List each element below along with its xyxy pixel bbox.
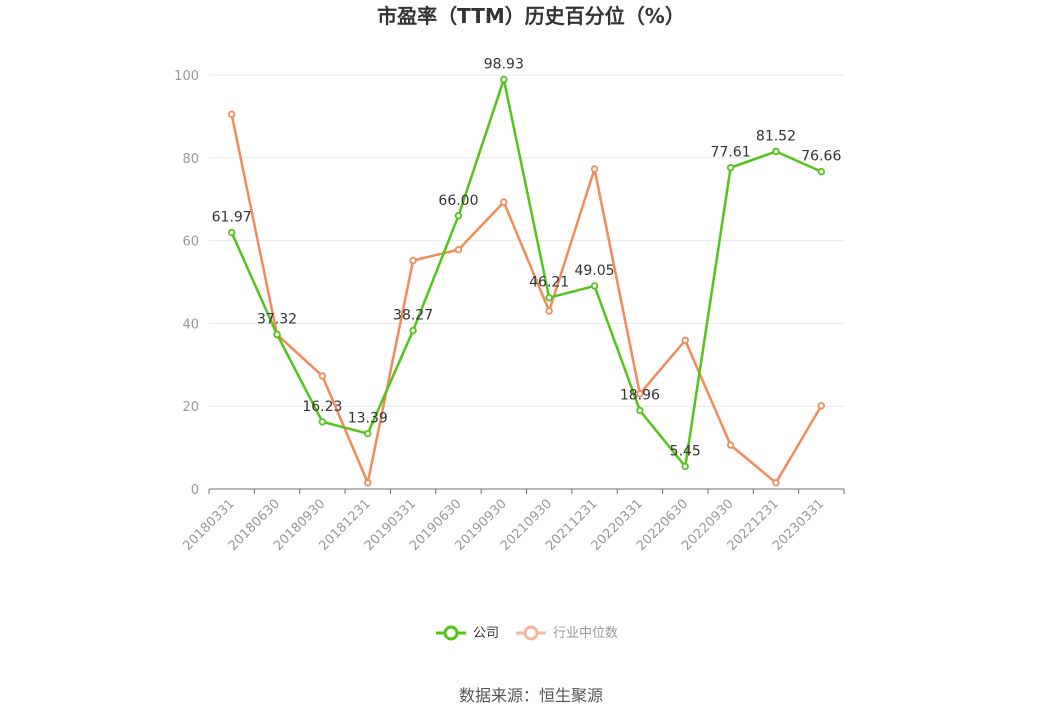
point-industry-median xyxy=(227,110,236,119)
data-labels: 61.97 37.32 16.23 13.39 38.27 66.00 98.93 46.21… xyxy=(212,56,842,459)
data-label: 76.66 xyxy=(801,149,841,165)
data-label: 18.96 xyxy=(620,388,660,404)
data-label: 38.27 xyxy=(393,308,433,324)
grid xyxy=(209,74,844,407)
data-label: 98.93 xyxy=(484,56,524,72)
point-company xyxy=(545,293,553,302)
y-tick-label: 60 xyxy=(182,235,199,250)
point-industry-median xyxy=(726,441,735,449)
legend-item-company[interactable]: 公司 xyxy=(436,625,499,641)
data-label: 46.21 xyxy=(529,275,569,291)
point-industry-median xyxy=(772,479,780,487)
point-industry-median xyxy=(318,372,327,380)
y-tick-label: 80 xyxy=(182,152,199,167)
point-industry-median xyxy=(409,256,417,265)
data-label: 66.00 xyxy=(438,193,478,209)
point-company xyxy=(364,429,372,438)
data-label: 13.39 xyxy=(348,411,388,427)
y-tick-label: 40 xyxy=(182,317,199,332)
y-tick-label: 20 xyxy=(182,400,199,415)
point-company xyxy=(681,462,689,471)
legend-median-marker xyxy=(523,625,539,641)
data-label: 77.61 xyxy=(711,145,751,161)
legend-company-label: 公司 xyxy=(473,626,499,641)
data-label: 5.45 xyxy=(670,443,701,459)
point-industry-median xyxy=(817,402,826,410)
data-label: 81.52 xyxy=(756,129,796,145)
y-tick-label: 100 xyxy=(174,69,199,84)
legend-item-industry-median[interactable]: 行业中位数 xyxy=(516,625,618,641)
legend-company-marker xyxy=(443,625,459,641)
point-company xyxy=(817,167,826,176)
point-company xyxy=(500,75,508,84)
point-company xyxy=(726,163,735,172)
point-company xyxy=(772,147,780,156)
data-label: 61.97 xyxy=(212,209,252,225)
point-industry-median xyxy=(454,246,463,254)
point-company xyxy=(227,228,236,237)
point-company xyxy=(273,330,281,339)
data-label: 37.32 xyxy=(257,311,297,327)
data-label: 16.23 xyxy=(302,399,342,415)
legend[interactable]: 公司 行业中位数 xyxy=(436,625,618,641)
legend-median-label: 行业中位数 xyxy=(553,626,618,641)
series-group xyxy=(227,75,826,487)
point-company xyxy=(454,212,463,220)
point-company xyxy=(636,406,644,415)
x-axis: 2018033120180630201809302018123120190331… xyxy=(180,488,845,554)
data-label: 49.05 xyxy=(574,263,614,279)
point-industry-median xyxy=(500,198,508,206)
series-line-company xyxy=(230,78,822,468)
point-industry-median xyxy=(636,390,644,398)
source-text: 数据来源：恒生聚源 xyxy=(459,686,603,705)
point-industry-median xyxy=(545,307,553,315)
point-company xyxy=(590,282,599,290)
point-company xyxy=(409,326,417,335)
point-industry-median xyxy=(681,336,689,345)
point-industry-median xyxy=(364,479,372,487)
series-line-industry-median xyxy=(230,114,823,485)
y-axis: 0 20 40 60 80 100 xyxy=(174,69,199,498)
y-tick-label: 0 xyxy=(191,483,199,498)
point-company xyxy=(318,418,327,426)
chart-title: 市盈率（TTM）历史百分位（%） xyxy=(377,4,685,28)
point-industry-median xyxy=(590,165,599,173)
